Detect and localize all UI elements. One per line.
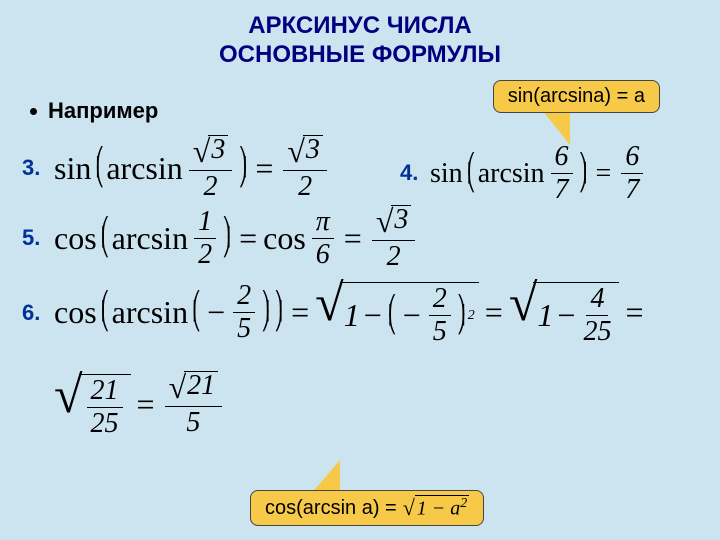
title-line2: ОСНОВНЫЕ ФОРМУЛЫ [0,41,720,70]
item-number-6: 6. [22,300,40,326]
bullet [30,108,37,115]
callout-sin-identity: sin(arcsina) = a [493,80,660,113]
formula-4: sin ⎛⎜⎝ arcsin 6 7 ⎞⎟⎠ = 6 7 [430,143,647,204]
title-line1: АРКСИНУС ЧИСЛА [0,12,720,41]
callout-cos-identity: cos(arcsin a) = √ 1 − a2 [250,490,484,526]
formula-6-cont: √ 21 25 = √21 5 [54,370,226,438]
item-number-5: 5. [22,225,40,251]
callout-tail-1 [542,110,570,145]
item-number-3: 3. [22,155,40,181]
subtitle: Например [48,98,158,124]
formula-3: sin ⎛⎜⎝ arcsin √3 2 ⎞⎟⎠ = √3 2 [54,135,331,201]
formula-5: cos ⎛⎜⎝ arcsin 1 2 ⎞⎟⎠ = cos π 6 = √3 2 [54,205,419,271]
formula-6: cos ⎛⎜⎝ arcsin ⎛⎜⎝ − 2 5 ⎞⎟⎠ ⎞⎟⎠ = √ 1− … [54,278,649,346]
item-number-4: 4. [400,160,418,186]
